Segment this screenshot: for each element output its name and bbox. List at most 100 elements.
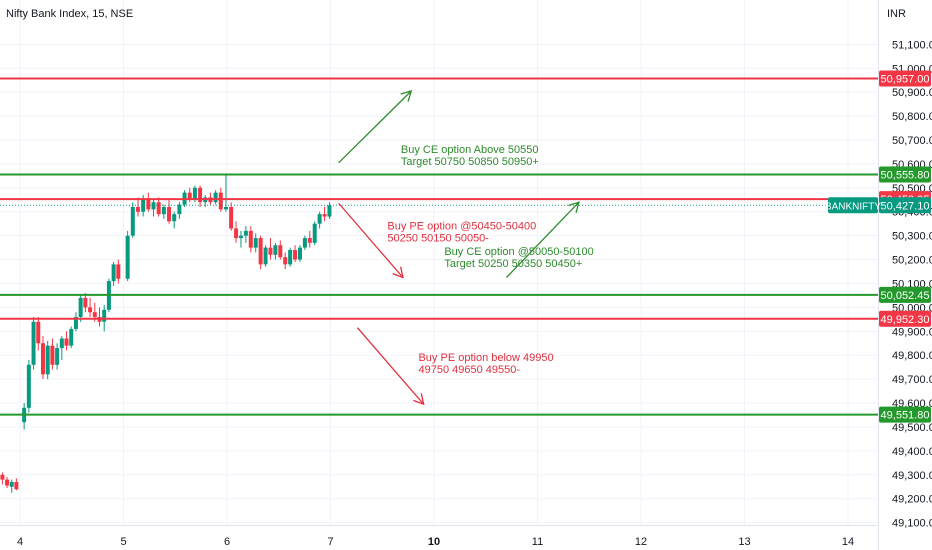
level-price-label: 50,555.80 <box>881 169 930 181</box>
y-tick-label: 50,800.00 <box>892 111 932 123</box>
candle-body <box>167 206 172 222</box>
candle-body <box>64 338 69 346</box>
candle-body <box>83 297 88 308</box>
candle-body <box>73 316 78 329</box>
candle-body <box>40 343 45 375</box>
candle-body <box>273 245 278 255</box>
candle-body <box>45 345 50 375</box>
candle-body <box>263 247 268 265</box>
x-tick-label: 6 <box>224 536 230 548</box>
candle-body <box>278 245 283 258</box>
x-tick-label: 14 <box>842 536 854 548</box>
candle-body <box>92 312 97 317</box>
symbol-tag <box>828 197 878 214</box>
candle-body <box>14 481 19 490</box>
candle-body <box>55 348 60 365</box>
candle-body <box>172 214 177 222</box>
y-tick-label: 50,700.00 <box>892 135 932 147</box>
candle-body <box>141 199 146 212</box>
y-tick-label: 50,300.00 <box>892 231 932 243</box>
candle-body <box>229 206 234 229</box>
symbol-tag-label: BANKNIFTY <box>825 201 881 212</box>
candle-body <box>187 192 192 200</box>
y-tick-label: 49,100.00 <box>892 518 932 530</box>
annotation-arrow <box>338 202 404 278</box>
candle-body <box>26 364 31 408</box>
candle-body <box>198 187 203 203</box>
candle-body <box>5 479 10 486</box>
annotation-text: Target 50250 50350 50450+ <box>444 258 582 270</box>
candle-body <box>78 297 83 317</box>
y-tick-label: 49,500.00 <box>892 422 932 434</box>
level-price-tag <box>879 70 931 87</box>
annotation-text: 49750 49650 49550- <box>418 364 520 376</box>
candle-body <box>125 235 130 279</box>
x-tick-label: 11 <box>532 536 543 548</box>
candle-body <box>253 238 258 248</box>
x-tick-label: 13 <box>738 536 750 548</box>
x-tick-label: 5 <box>120 536 126 548</box>
candle-body <box>218 192 223 210</box>
candle-body <box>9 481 14 487</box>
y-tick-label: 50,200.00 <box>892 255 932 267</box>
annotation-arrow <box>356 327 425 405</box>
annotation-text: Buy CE option Above 50550 <box>401 144 539 156</box>
candle-body <box>327 205 332 217</box>
candle-body <box>69 328 74 346</box>
candle-body <box>283 257 288 265</box>
candle-body <box>223 206 228 210</box>
candle-body <box>161 206 166 215</box>
candle-body <box>31 321 36 365</box>
annotation-text: Target 50750 50850 50950+ <box>401 156 539 168</box>
annotation-text: 50250 50150 50050- <box>387 233 489 245</box>
candle-body <box>151 202 156 210</box>
annotation-arrow <box>338 90 412 164</box>
y-tick-label: 49,800.00 <box>892 350 932 362</box>
candle-body <box>248 230 253 248</box>
last-price-label: 50,427.10 <box>881 200 930 212</box>
candle-body <box>297 247 302 260</box>
annotation-text: Buy PE option below 49950 <box>418 352 553 364</box>
candle-body <box>322 214 327 217</box>
candle-body <box>243 230 248 236</box>
candle-body <box>59 338 64 349</box>
y-tick-label: 49,300.00 <box>892 470 932 482</box>
annotation-arrow-head <box>568 201 580 213</box>
last-price-tag <box>879 197 931 214</box>
level-price-tag <box>879 286 931 303</box>
candle-body <box>50 345 55 365</box>
candle-body <box>302 238 307 248</box>
level-price-label: 49,952.30 <box>881 314 930 326</box>
candle-body <box>135 206 140 212</box>
annotation-arrow <box>505 201 580 278</box>
annotation-text: Buy PE option @50450-50400 <box>387 221 536 233</box>
annotation-text: Buy CE option @50050-50100 <box>444 246 593 258</box>
annotation-arrow-head <box>392 266 404 279</box>
level-price-tag <box>879 310 931 327</box>
candle-body <box>192 187 197 200</box>
y-tick-label: 51,100.00 <box>892 39 932 51</box>
candle-body <box>146 199 151 210</box>
candle-body <box>111 264 116 282</box>
candle-body <box>177 204 182 215</box>
candle-body <box>102 309 107 322</box>
y-tick-label: 49,900.00 <box>892 326 932 338</box>
candle-body <box>288 250 293 265</box>
level-price-label: 50,957.00 <box>881 74 930 86</box>
candle-body <box>307 238 312 243</box>
candle-body <box>234 228 239 239</box>
candle-body <box>268 247 273 255</box>
candle-body <box>317 214 322 224</box>
x-tick-label: 10 <box>428 536 440 548</box>
annotation-arrow-head <box>413 393 425 406</box>
x-tick-label: 4 <box>17 536 23 548</box>
candle-body <box>213 192 218 203</box>
y-tick-label: 49,400.00 <box>892 446 932 458</box>
level-price-tag <box>879 166 931 183</box>
candle-body <box>116 264 121 279</box>
level-price-label: 50,052.45 <box>881 290 930 302</box>
chart-title: Nifty Bank Index, 15, NSE <box>6 8 133 20</box>
